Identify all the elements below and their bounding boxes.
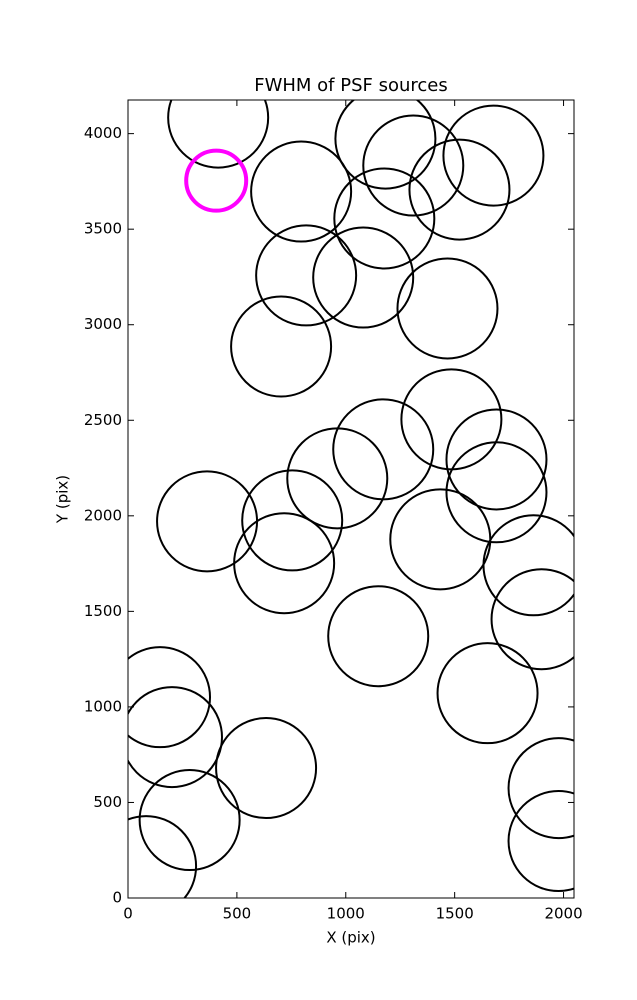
source-marker [128,646,211,749]
x-tick-label: 500 [223,905,252,923]
source-marker [327,585,430,688]
y-tick-label: 500 [93,793,122,811]
y-tick-label: 2000 [84,506,122,524]
x-tick-label: 1000 [327,905,365,923]
chart-title: FWHM of PSF sources [254,75,448,96]
source-marker [400,368,503,471]
source-marker [507,790,574,893]
source-marker [233,512,336,615]
source-marker [286,427,389,530]
y-tick-label: 1000 [84,697,122,715]
plot-area [128,100,574,898]
source-marker [507,737,574,840]
source-marker [332,398,435,501]
source-marker [167,100,270,169]
y-tick-label: 0 [112,889,122,907]
source-marker [250,140,353,243]
source-marker [389,488,492,591]
source-marker [230,295,333,398]
source-marker [408,138,511,241]
y-tick-label: 3000 [84,315,122,333]
source-marker [445,441,548,544]
source-marker [445,408,548,511]
y-tick-label: 4000 [84,124,122,142]
source-marker [436,642,539,745]
x-tick-label: 2000 [544,905,582,923]
x-axis-label: X (pix) [326,929,375,947]
source-marker [128,815,198,898]
y-tick-label: 2500 [84,411,122,429]
source-marker [490,568,574,671]
plot-frame [127,99,575,899]
y-tick-label: 3500 [84,220,122,238]
source-marker [362,114,465,217]
y-axis-label: Y (pix) [54,475,72,524]
x-tick-label: 1500 [436,905,474,923]
source-marker [255,224,358,327]
source-marker [138,769,241,872]
source-marker [241,469,344,572]
source-marker [184,148,249,213]
source-marker [482,514,574,617]
source-marker [312,226,415,329]
source-marker [334,100,437,190]
source-marker [333,167,436,270]
source-marker [128,686,223,789]
x-tick-label: 0 [123,905,133,923]
y-tick-label: 1500 [84,602,122,620]
source-marker [215,717,318,820]
source-marker [442,104,545,207]
source-marker [396,257,499,360]
